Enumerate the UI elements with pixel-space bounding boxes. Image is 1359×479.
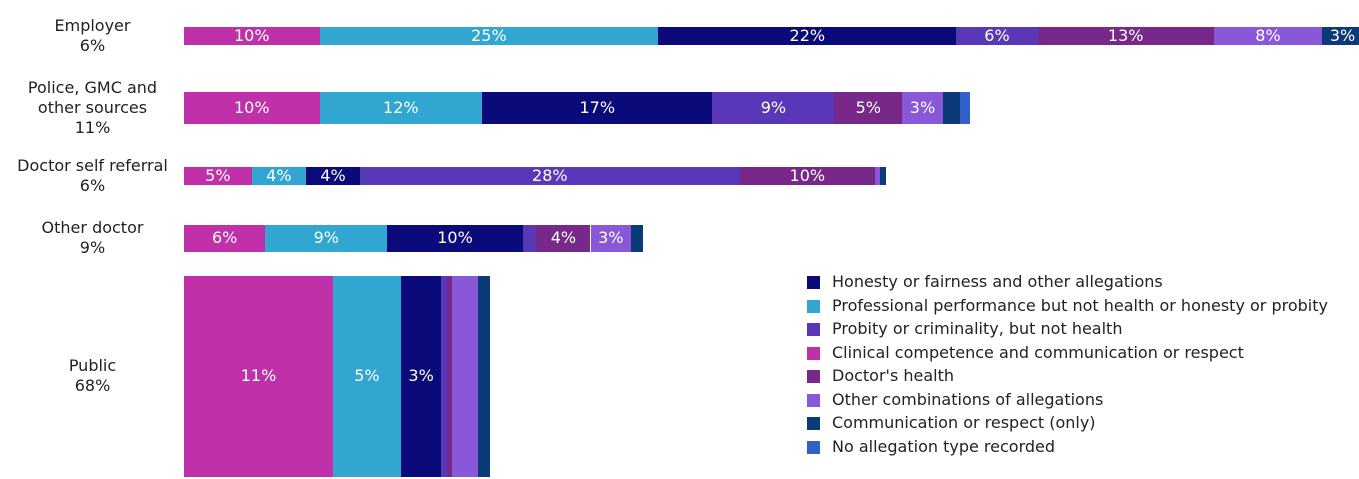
data-label: 6% <box>984 25 1010 45</box>
data-label: 3% <box>408 366 434 386</box>
legend-swatch <box>807 393 820 407</box>
data-label: 4% <box>320 165 346 185</box>
legend-swatch <box>807 417 820 430</box>
data-label: 10% <box>233 98 270 118</box>
data-label: 25% <box>471 25 507 45</box>
bar-segment <box>1322 27 1359 45</box>
data-label: 13% <box>1107 25 1144 45</box>
data-label: 11% <box>240 366 277 386</box>
bar-segment <box>305 167 361 185</box>
bar-segment <box>319 92 483 125</box>
data-label: 10% <box>789 165 826 185</box>
legend-swatch <box>807 276 820 289</box>
category-label-group: Other doctor 9% <box>10 218 175 258</box>
bar-segment <box>834 92 903 125</box>
data-label: 12% <box>383 98 419 118</box>
legend-swatch <box>807 323 820 336</box>
data-label: 9% <box>760 98 787 118</box>
bar-segment <box>522 225 537 252</box>
share-label: 6% <box>79 175 106 195</box>
category-label-group: Doctor self referral 6% <box>10 156 175 196</box>
legend-label: Clinical competence and communication or… <box>832 342 1244 362</box>
bar-segment <box>712 92 835 125</box>
bar-segment <box>184 167 252 185</box>
share-label: 11% <box>74 118 111 138</box>
data-label: 5% <box>354 366 380 386</box>
bar-segment <box>658 27 957 45</box>
data-label: 3% <box>598 228 624 248</box>
data-label: 9% <box>313 228 339 248</box>
legend-swatch <box>807 440 820 454</box>
bar-segment <box>452 276 479 477</box>
category-label: Employer <box>54 15 131 35</box>
category-label: Other doctor <box>41 218 144 238</box>
bar-segment <box>902 92 943 125</box>
bar-segment <box>875 167 881 185</box>
legend-label: Honesty or fairness and other allegation… <box>832 272 1163 291</box>
bar-segment <box>956 27 1038 45</box>
category-label: Public <box>68 356 117 376</box>
bar-segment <box>590 225 632 252</box>
share-label: 68% <box>74 376 111 396</box>
bar-segment <box>400 276 442 477</box>
bar-segment <box>333 276 401 477</box>
data-label: 28% <box>532 165 568 185</box>
bar-segment <box>739 167 876 185</box>
bar-segment <box>360 167 740 185</box>
legend-label: Probity or criminality, but not health <box>832 319 1123 338</box>
bar-segment <box>387 225 523 252</box>
bar-segment <box>1037 27 1214 45</box>
category-label-group: Employer 6% <box>10 16 175 56</box>
data-label: 4% <box>266 165 292 185</box>
data-label: 10% <box>233 25 270 45</box>
data-label: 4% <box>550 228 577 248</box>
bar-segment <box>446 276 453 477</box>
data-label: 10% <box>437 228 473 248</box>
bar-segment <box>482 92 713 125</box>
bar-segment <box>880 167 886 185</box>
bar-segment <box>441 276 447 477</box>
bar-segment <box>184 92 320 125</box>
data-label: 17% <box>579 98 616 118</box>
data-label: 5% <box>855 98 881 118</box>
legend-swatch <box>807 346 820 360</box>
legend-label: Doctor's health <box>832 366 955 385</box>
data-label: 8% <box>1255 25 1281 45</box>
bar-segment <box>184 276 334 477</box>
legend-swatch <box>807 299 820 313</box>
legend-label: Communication or respect (only) <box>832 413 1096 432</box>
bar-segment <box>631 225 644 252</box>
bar-segment <box>184 225 266 252</box>
legend-label: No allegation type recorded <box>832 436 1056 456</box>
data-label: 3% <box>909 98 936 118</box>
data-label: 5% <box>205 165 231 185</box>
bar-segment <box>942 92 961 125</box>
bar-segment <box>536 225 591 252</box>
data-label: 3% <box>1329 25 1356 45</box>
category-label-group: Police, GMC and other sources 11% <box>10 78 175 138</box>
bar-segment <box>265 225 388 252</box>
share-label: 6% <box>79 35 106 55</box>
bar-segment <box>1213 27 1323 45</box>
legend-label: Professional performance but not health … <box>832 295 1328 315</box>
share-label: 9% <box>79 238 106 258</box>
category-label: Police, GMC and other sources <box>27 78 158 118</box>
legend-label: Other combinations of allegations <box>832 389 1104 409</box>
bar-segment <box>184 27 320 45</box>
category-label: Doctor self referral <box>17 155 168 175</box>
bar-segment <box>960 92 970 125</box>
legend-swatch <box>807 370 820 383</box>
bar-segment <box>478 276 491 477</box>
category-label-group: Public 68% <box>10 356 175 396</box>
data-label: 22% <box>789 25 826 45</box>
data-label: 6% <box>211 228 238 248</box>
bar-segment <box>319 27 659 45</box>
bar-segment <box>251 167 306 185</box>
